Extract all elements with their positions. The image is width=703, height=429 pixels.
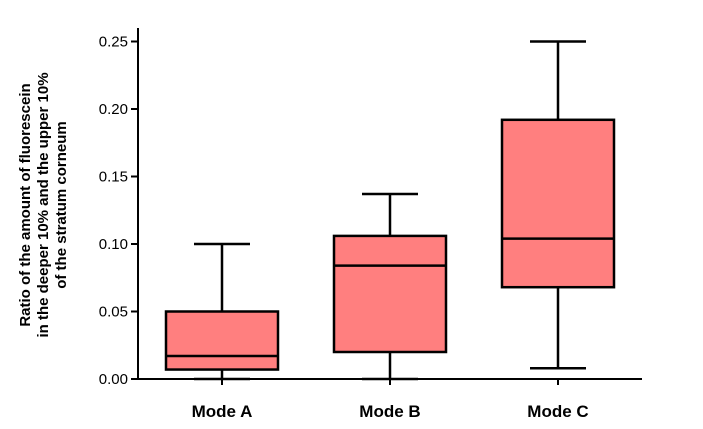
x-tick-label: Mode C — [527, 402, 588, 421]
y-tick-label: 0.15 — [99, 169, 128, 186]
y-axis-label-line-3: of the stratum corneum — [53, 121, 70, 289]
y-axis-label-line-2: in the deeper 10% and the upper 10% — [35, 72, 52, 337]
boxes — [164, 40, 616, 381]
box-mode-b — [332, 192, 448, 381]
y-tick-label: 0.05 — [99, 304, 128, 321]
y-tick-label: 0.10 — [99, 236, 128, 253]
y-axis: 0.00 0.05 0.10 0.15 0.20 0.25 — [99, 28, 139, 388]
y-tick-label: 0.25 — [99, 34, 128, 51]
box-mode-a — [164, 242, 280, 381]
x-tick-label: Mode B — [359, 402, 420, 421]
interquartile-box — [332, 234, 448, 354]
box-mode-c — [500, 40, 616, 370]
y-tick-label: 0.20 — [99, 101, 128, 118]
y-axis-label-line-1: Ratio of the amount of fluorescein — [17, 83, 34, 326]
x-axis: Mode A Mode B Mode C — [138, 378, 642, 421]
interquartile-box — [500, 118, 616, 289]
x-tick-label: Mode A — [192, 402, 253, 421]
y-tick-label: 0.00 — [99, 371, 128, 388]
interquartile-box — [164, 310, 280, 371]
